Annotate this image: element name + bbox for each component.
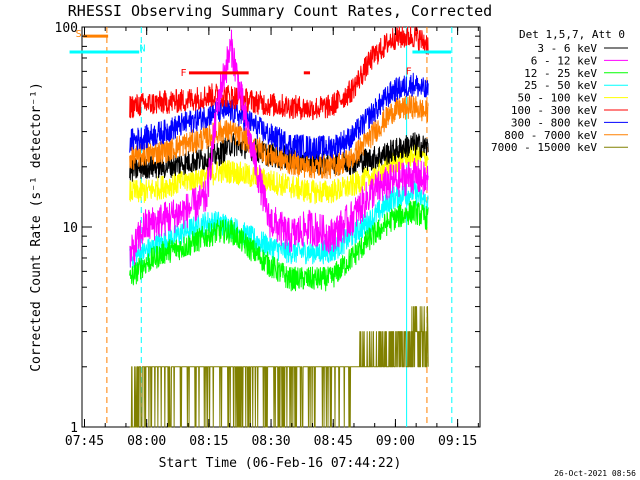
y-tick-label-2: 100 xyxy=(55,21,78,36)
flag-annotation-1: N xyxy=(140,44,146,55)
legend-label-8: 7000 - 15000 keV xyxy=(491,141,597,154)
legend-label-3: 25 - 50 keV xyxy=(524,79,597,92)
legend-label-5: 100 - 300 keV xyxy=(511,104,597,117)
footer-date: 26-Oct-2021 08:56 xyxy=(554,469,636,478)
x-tick-label-3: 08:30 xyxy=(251,434,290,449)
flag-annotation-0: S xyxy=(76,29,82,40)
y-tick-label-1: 10 xyxy=(62,221,78,236)
x-tick-label-1: 08:00 xyxy=(127,434,166,449)
legend-label-7: 800 - 7000 keV xyxy=(504,129,597,142)
chart-title: RHESSI Observing Summary Count Rates, Co… xyxy=(68,2,492,20)
legend-label-0: 3 - 6 keV xyxy=(537,42,597,55)
x-tick-label-6: 09:15 xyxy=(438,434,477,449)
series-line-1 xyxy=(129,29,429,268)
legend-label-1: 6 - 12 keV xyxy=(531,54,598,67)
y-tick-label-0: 1 xyxy=(70,421,78,436)
series-line-7 xyxy=(129,95,429,179)
flag-annotation-3: F xyxy=(406,66,412,77)
legend-label-6: 300 - 800 keV xyxy=(511,116,597,129)
flag-annotation-2: F xyxy=(181,68,187,79)
flag-annotations: S N F F xyxy=(76,29,412,79)
x-tick-label-5: 09:00 xyxy=(376,434,415,449)
x-axis-label: Start Time (06-Feb-16 07:44:22) xyxy=(159,456,402,471)
legend-header: Det 1,5,7, Att 0 xyxy=(519,28,625,41)
axis-ticks: 07:45 08:00 08:15 08:30 08:45 09:00 09:15 1 10 10… xyxy=(55,21,480,449)
series-line-6 xyxy=(129,72,429,160)
x-tick-label-2: 08:15 xyxy=(189,434,228,449)
x-tick-label-0: 07:45 xyxy=(65,434,104,449)
flag-bars xyxy=(69,34,451,75)
series-line-5 xyxy=(129,26,429,121)
series-line-8 xyxy=(129,306,429,428)
y-axis-label: Corrected Count Rate (s⁻¹ detector⁻¹) xyxy=(29,82,44,372)
legend-label-4: 50 - 100 keV xyxy=(518,92,598,105)
series-line-2 xyxy=(129,200,429,292)
series-layer xyxy=(129,26,429,428)
x-tick-label-4: 08:45 xyxy=(314,434,353,449)
legend-label-2: 12 - 25 keV xyxy=(524,67,597,80)
